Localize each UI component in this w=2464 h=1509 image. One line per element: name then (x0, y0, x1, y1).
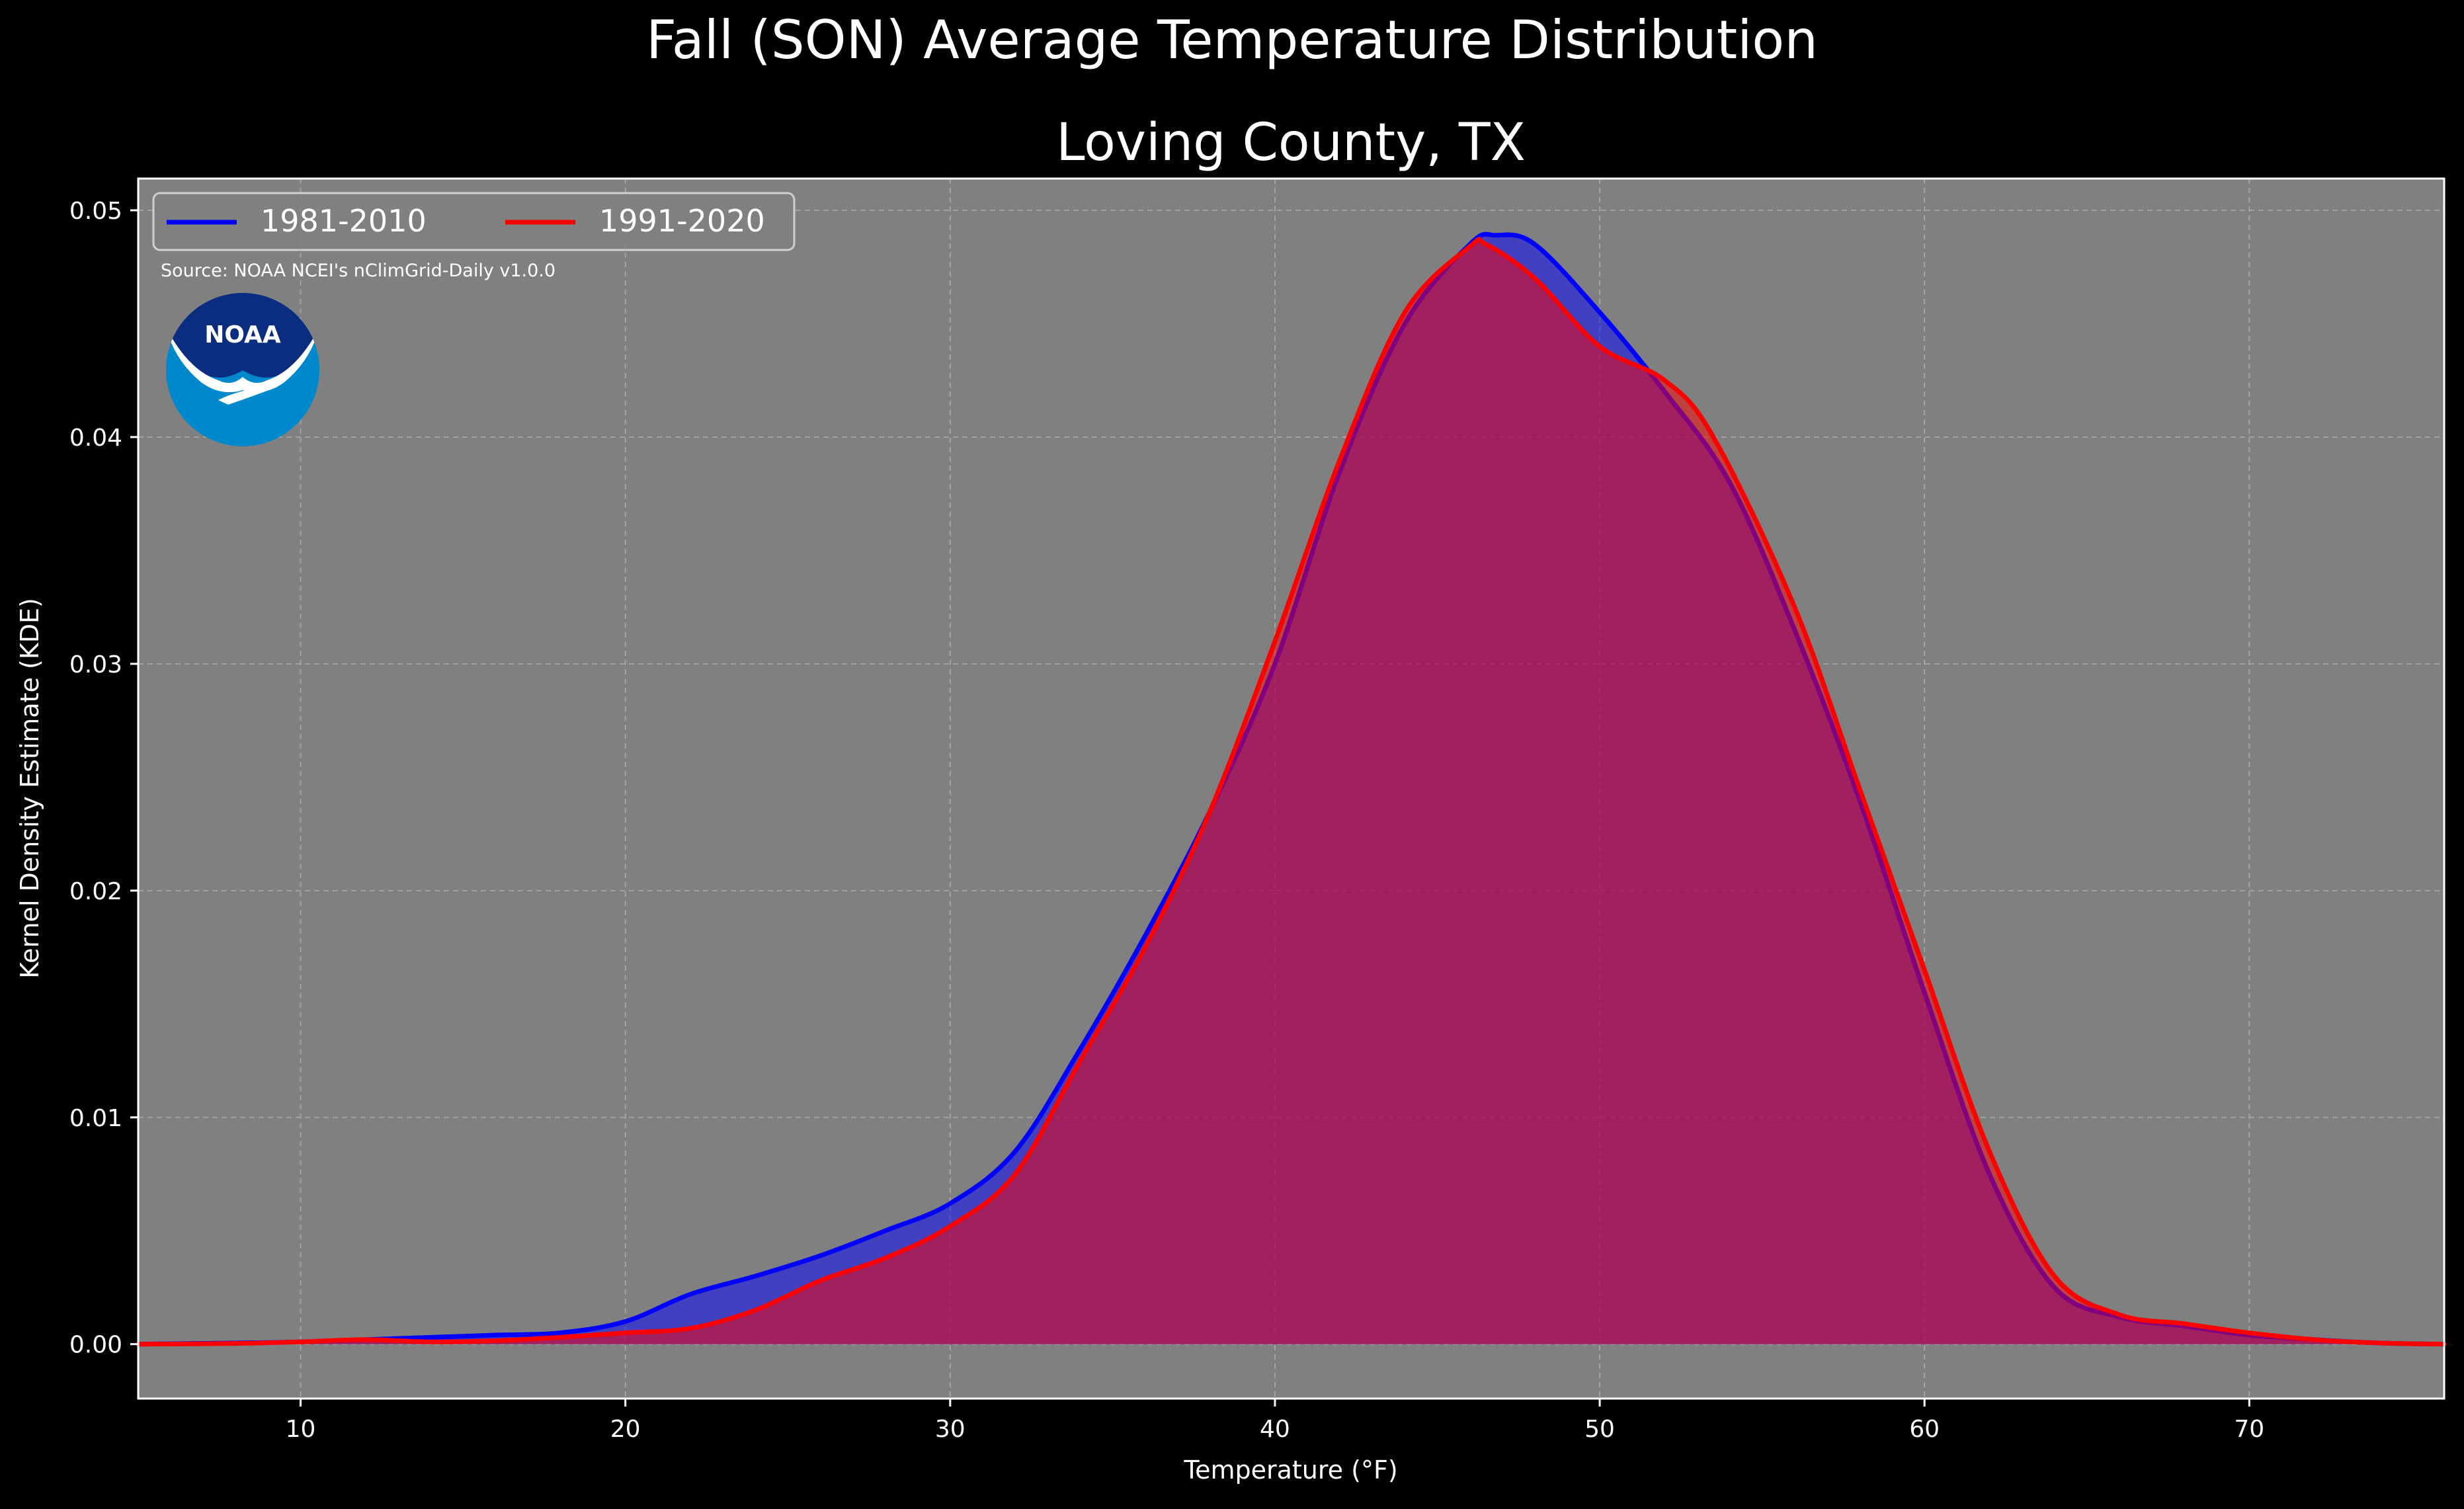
noaa-logo: NOAA (166, 293, 319, 446)
legend-frame (152, 192, 796, 251)
legend-label-1981-2010: 1981-2010 (261, 203, 427, 239)
x-axis-ticks: 10 20 30 40 50 60 70 (286, 1399, 2264, 1443)
y-axis-label: Kernel Density Estimate (KDE) (15, 598, 44, 979)
legend-label-1991-2020: 1991-2020 (599, 203, 765, 239)
y-tick-label: 0.01 (69, 1105, 122, 1132)
logo-gull-body (218, 387, 278, 405)
logo-gull-wings (166, 327, 319, 393)
y-tick-label: 0.04 (69, 425, 122, 452)
series-layer (136, 231, 2447, 1347)
legend: 1981-2010 1991-2020 (152, 192, 796, 251)
chart-title: Loving County, TX (1056, 113, 1526, 173)
x-tick-label: 50 (1584, 1416, 1615, 1443)
y-tick-label: 0.05 (69, 198, 122, 225)
series-fill-1991-2020 (138, 239, 2444, 1344)
x-tick-label: 60 (1909, 1416, 1940, 1443)
y-axis-ticks: 0.00 0.01 0.02 0.03 0.04 0.05 (69, 198, 138, 1359)
logo-text: NOAA (204, 321, 281, 348)
series-line-1991-2020 (136, 237, 2447, 1347)
x-tick-label: 40 (1260, 1416, 1290, 1443)
x-tick-label: 10 (286, 1416, 316, 1443)
logo-upper-band (166, 293, 319, 378)
y-tick-label: 0.02 (69, 878, 122, 905)
x-tick-label: 70 (2234, 1416, 2264, 1443)
figure-suptitle: Fall (SON) Average Temperature Distribut… (646, 9, 1818, 71)
source-note: Source: NOAA NCEI's nClimGrid-Daily v1.0… (161, 261, 555, 281)
x-tick-label: 20 (610, 1416, 641, 1443)
y-tick-label: 0.03 (69, 651, 122, 678)
plot-frame (137, 177, 2445, 1400)
x-axis-label: Temperature (°F) (1183, 1455, 1397, 1485)
y-tick-label: 0.00 (69, 1332, 122, 1359)
x-tick-label: 30 (935, 1416, 965, 1443)
